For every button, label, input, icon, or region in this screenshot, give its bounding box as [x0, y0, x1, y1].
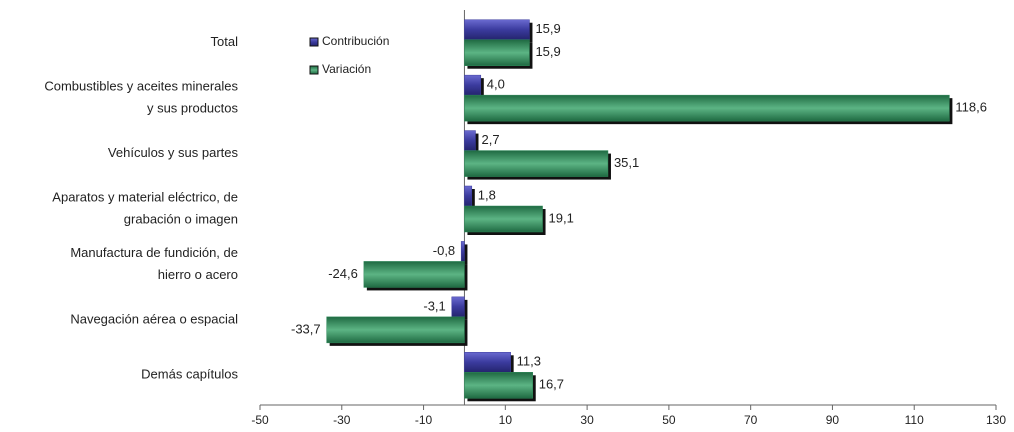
x-tick-label: 50: [662, 413, 676, 427]
category-label: Demás capítulos: [141, 367, 238, 382]
value-label: -24,6: [328, 266, 358, 281]
value-label: 4,0: [487, 77, 505, 92]
x-tick-label: -30: [333, 413, 351, 427]
value-label: -33,7: [291, 321, 321, 336]
bar: [464, 352, 511, 373]
value-label: -0,8: [433, 243, 455, 258]
category-label: Aparatos y material eléctrico, de: [52, 189, 238, 204]
value-label: 35,1: [614, 155, 639, 170]
bar: [464, 94, 950, 122]
x-tick-label: 130: [986, 413, 1006, 427]
x-tick-label: 90: [826, 413, 840, 427]
bar: [464, 185, 473, 207]
bar: [464, 19, 530, 40]
x-tick-label: 10: [499, 413, 513, 427]
bar: [363, 261, 465, 288]
bar: [464, 150, 609, 177]
bar-shadow: [464, 244, 468, 265]
value-label: 16,7: [539, 377, 564, 392]
category-label: Vehículos y sus partes: [108, 145, 239, 160]
bar: [464, 130, 476, 151]
category-label: Manufactura de fundición, de: [70, 245, 238, 260]
category-label: y sus productos: [147, 101, 239, 116]
category-label: grabación o imagen: [124, 211, 238, 226]
x-tick-label: 30: [580, 413, 594, 427]
bar: [464, 74, 482, 96]
value-label: 1,8: [478, 187, 496, 202]
bar: [464, 39, 530, 66]
value-label: 15,9: [535, 44, 560, 59]
bar: [464, 372, 533, 399]
x-tick-label: 70: [744, 413, 758, 427]
category-label: hierro o acero: [158, 267, 238, 282]
value-label: 11,3: [517, 354, 541, 369]
category-label: Combustibles y aceites minerales: [44, 79, 238, 94]
bar: [464, 205, 543, 233]
x-tick-label: -50: [251, 413, 269, 427]
category-label: Navegación aérea o espacial: [70, 311, 238, 326]
value-label: 15,9: [535, 21, 560, 36]
legend-swatch: [309, 37, 319, 47]
value-label: -3,1: [423, 298, 445, 313]
bar: [326, 316, 465, 344]
value-label: 2,7: [481, 132, 499, 147]
value-label: 118,6: [955, 100, 987, 115]
bar: [451, 296, 465, 318]
category-label: Total: [211, 34, 239, 49]
x-tick-label: -10: [415, 413, 433, 427]
value-label: 19,1: [549, 210, 574, 225]
legend-label: Contribución: [322, 34, 389, 48]
bar: [460, 241, 465, 262]
legend-label: Variación: [322, 62, 371, 76]
x-tick-label: 110: [905, 413, 924, 427]
legend-swatch: [309, 65, 319, 75]
